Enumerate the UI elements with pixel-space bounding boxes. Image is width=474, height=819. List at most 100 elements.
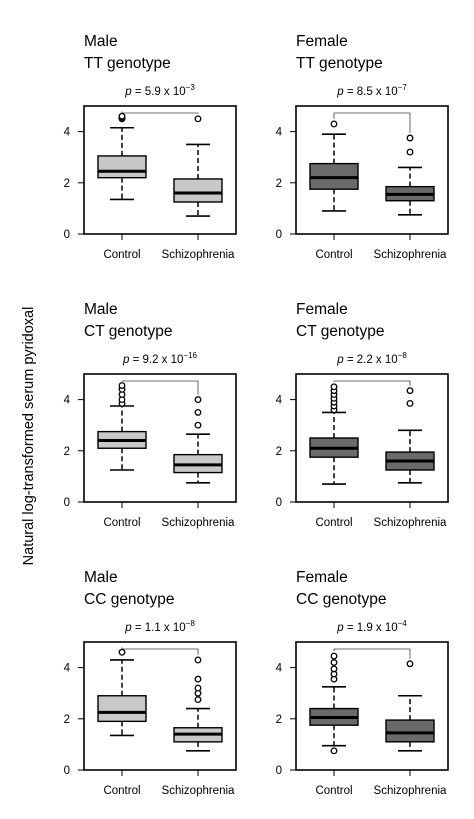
panel-title-sex: Male [84, 301, 118, 318]
p-value-label: p = 1.1 x 10−8 [124, 619, 195, 634]
x-tick-label: Control [103, 249, 140, 261]
panel-3: Male CT genotype p = 9.2 x 10−16 0 2 4 Control… [64, 301, 237, 529]
outlier-point [194, 675, 202, 683]
plot-frame [83, 373, 237, 503]
p-value-label: p = 2.2 x 10−8 [336, 351, 407, 366]
outlier-point [194, 408, 202, 416]
x-tick-label: Control [315, 249, 352, 261]
p-exponent: −8 [398, 351, 408, 360]
outlier-point [406, 134, 414, 142]
outlier-point [118, 648, 126, 656]
y-tick-label: 4 [276, 395, 283, 407]
y-tick-label: 0 [276, 229, 282, 241]
x-tick-label: Schizophrenia [162, 785, 235, 797]
p-symbol: p [124, 86, 132, 98]
box-control [97, 112, 147, 201]
significance-bracket [333, 648, 411, 659]
box-schizophrenia [173, 115, 223, 217]
p-exponent: −7 [398, 83, 408, 92]
panel-title-genotype: CC genotype [84, 591, 174, 608]
p-value-label: p = 9.2 x 10−16 [122, 351, 198, 366]
p-mantissa: = 8.5 x 10 [344, 86, 398, 98]
outlier-point [194, 656, 202, 664]
x-tick-label: Schizophrenia [162, 249, 235, 261]
box-schizophrenia [173, 656, 223, 752]
y-tick-label: 4 [276, 127, 283, 139]
significance-bracket [333, 112, 411, 133]
y-tick-label: 0 [64, 765, 70, 777]
plot-frame [295, 641, 449, 771]
plot-frame [83, 105, 237, 235]
box-schizophrenia [173, 396, 223, 484]
significance-bracket [121, 111, 199, 114]
significance-bracket [121, 380, 199, 395]
p-exponent: −16 [183, 351, 197, 360]
outlier-point [406, 148, 414, 156]
p-symbol: p [122, 354, 130, 366]
panel-title-genotype: CC genotype [296, 591, 386, 608]
outlier-point [330, 120, 338, 128]
x-tick-label: Control [315, 517, 352, 529]
x-tick-label: Control [315, 785, 352, 797]
outlier-point [406, 387, 414, 395]
outlier-point [194, 115, 202, 123]
p-value-label: p = 1.9 x 10−4 [336, 619, 407, 634]
y-tick-label: 4 [64, 127, 71, 139]
p-exponent: −8 [186, 619, 196, 628]
plot-frame [83, 641, 237, 771]
box-schizophrenia [385, 660, 435, 752]
outlier-point [330, 665, 338, 673]
y-tick-label: 0 [276, 497, 282, 509]
box-schizophrenia [385, 387, 435, 484]
y-tick-label: 0 [276, 765, 282, 777]
outlier-point [406, 660, 414, 668]
p-mantissa: = 5.9 x 10 [132, 86, 186, 98]
outlier-point [118, 382, 126, 389]
y-tick-label: 4 [64, 395, 71, 407]
panel-4: Female CT genotype p = 2.2 x 10−8 0 2 4 Contro… [276, 301, 449, 529]
panel-title-genotype: TT genotype [296, 55, 383, 72]
outlier-point [330, 383, 338, 391]
y-axis-label: Natural log-transformed serum pyridoxal [21, 307, 37, 566]
panel-1: Male TT genotype p = 5.9 x 10−3 0 2 4 Control S… [64, 33, 237, 261]
panel-title-sex: Male [84, 569, 118, 586]
p-mantissa: = 9.2 x 10 [129, 354, 183, 366]
outlier-point [194, 696, 202, 704]
panel-title-sex: Female [296, 301, 348, 318]
p-symbol: p [124, 622, 132, 634]
box-control [97, 382, 147, 471]
box-control [309, 652, 359, 755]
outlier-point [194, 684, 202, 692]
p-mantissa: = 1.9 x 10 [344, 622, 398, 634]
x-tick-label: Control [103, 785, 140, 797]
y-tick-label: 0 [64, 497, 70, 509]
panel-title-genotype: TT genotype [84, 55, 171, 72]
outlier-point [118, 112, 126, 120]
panels: Male TT genotype p = 5.9 x 10−3 0 2 4 Control S… [64, 33, 449, 797]
box-control [309, 383, 359, 485]
outlier-point [194, 421, 202, 429]
y-tick-label: 4 [64, 663, 71, 675]
p-value-label: p = 5.9 x 10−3 [124, 83, 195, 98]
iqr-box [385, 719, 435, 743]
plot-frame [295, 373, 449, 503]
significance-bracket [333, 380, 411, 386]
y-tick-label: 2 [276, 446, 282, 458]
p-symbol: p [336, 354, 344, 366]
x-tick-label: Schizophrenia [374, 517, 447, 529]
p-value-label: p = 8.5 x 10−7 [336, 83, 407, 98]
panel-title-sex: Female [296, 569, 348, 586]
panel-2: Female TT genotype p = 8.5 x 10−7 0 2 4 Contro… [276, 33, 449, 261]
panel-title-genotype: CT genotype [84, 323, 172, 340]
x-tick-label: Schizophrenia [374, 249, 447, 261]
plot-frame [295, 105, 449, 235]
p-symbol: p [336, 86, 344, 98]
outlier-point [406, 399, 414, 407]
p-mantissa: = 1.1 x 10 [132, 622, 186, 634]
outlier-point [330, 747, 338, 755]
y-tick-label: 2 [64, 714, 70, 726]
iqr-box [97, 155, 147, 179]
p-exponent: −4 [398, 619, 408, 628]
box-schizophrenia [385, 134, 435, 216]
